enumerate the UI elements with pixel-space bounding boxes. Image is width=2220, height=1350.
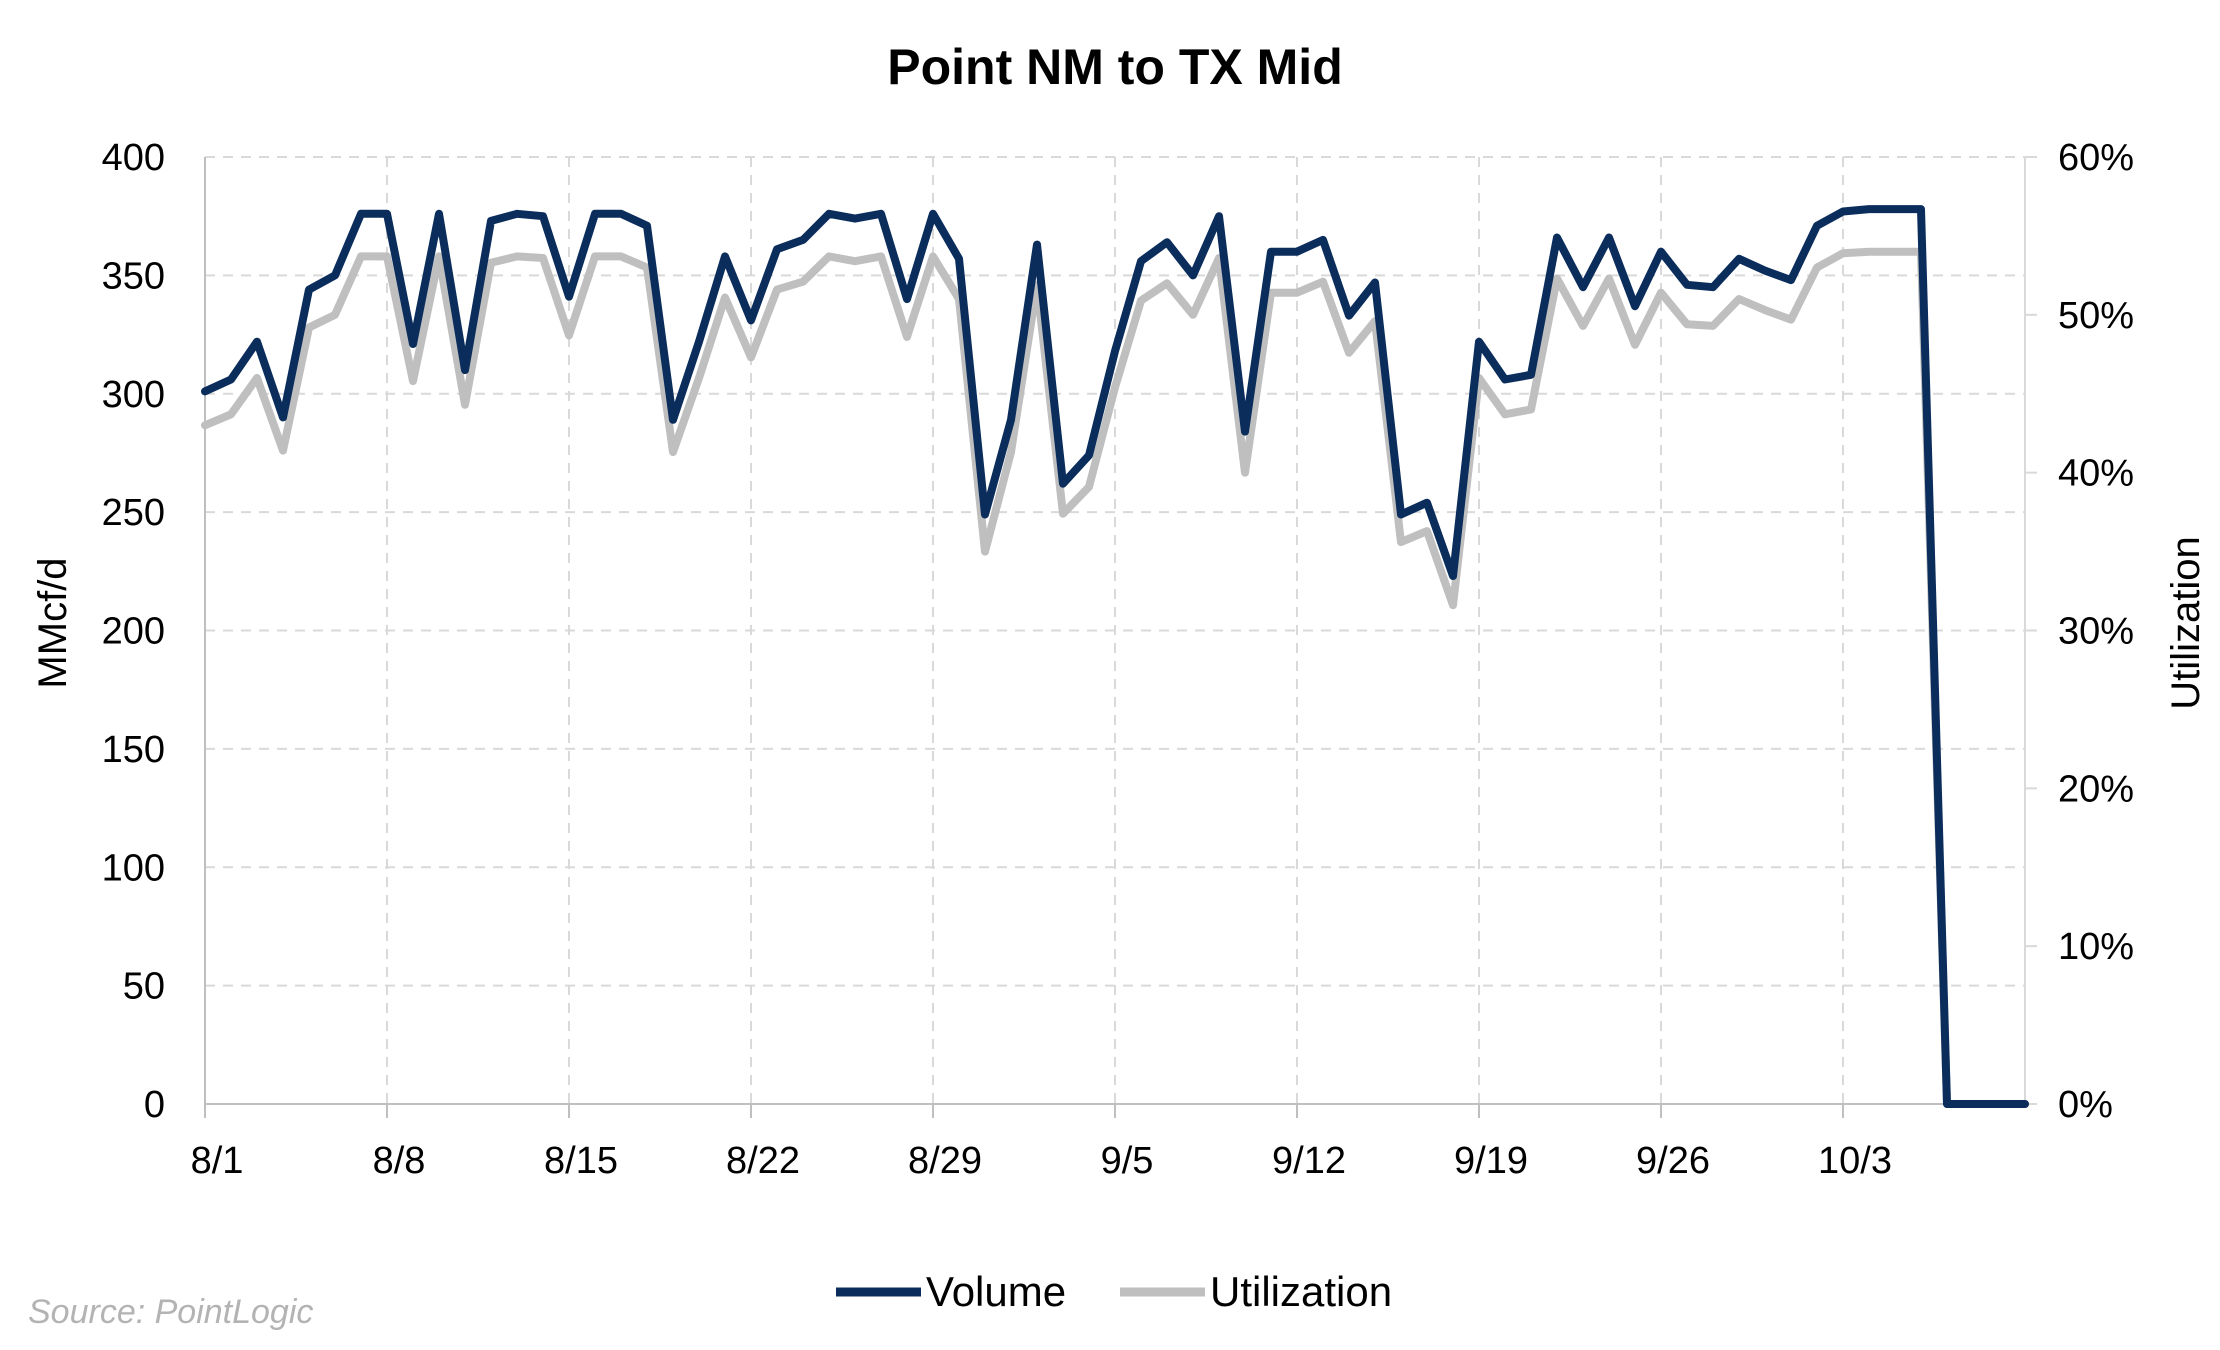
y2-tick-label: 50%: [2058, 295, 2134, 337]
x-tick-label: 9/5: [1101, 1140, 1154, 1182]
y2-tick-label: 60%: [2058, 137, 2134, 179]
y-tick-label: 350: [102, 255, 165, 297]
x-tick-label: 8/1: [191, 1140, 244, 1182]
source-note: Source: PointLogic: [28, 1293, 313, 1331]
y-tick-label: 250: [102, 492, 165, 534]
x-tick-label: 9/19: [1454, 1140, 1528, 1182]
legend: Volume Utilization: [836, 1268, 1392, 1315]
y-tick-label: 300: [102, 374, 165, 416]
y-tick-label: 400: [102, 137, 165, 179]
legend-utilization-label: Utilization: [1210, 1268, 1392, 1315]
y2-tick-label: 30%: [2058, 611, 2134, 653]
right-axis-ticks: 0% 10% 20% 30% 40% 50% 60%: [2025, 137, 2134, 1126]
y-tick-label: 0: [144, 1084, 165, 1126]
y2-tick-label: 20%: [2058, 768, 2134, 810]
x-tick-label: 8/22: [726, 1140, 800, 1182]
y2-axis-title: Utilization: [2164, 536, 2208, 709]
y2-tick-label: 0%: [2058, 1084, 2113, 1126]
x-tick-label: 10/3: [1818, 1140, 1892, 1182]
y-tick-label: 200: [102, 611, 165, 653]
y-tick-label: 150: [102, 729, 165, 771]
y2-tick-label: 40%: [2058, 453, 2134, 495]
y2-tick-label: 10%: [2058, 926, 2134, 968]
y-axis-title: MMcf/d: [31, 557, 75, 688]
series-line-volume: [201, 205, 2029, 1108]
legend-volume-label: Volume: [926, 1268, 1066, 1315]
series-lines: [201, 205, 2029, 1108]
x-tick-label: 8/8: [373, 1140, 426, 1182]
y-tick-label: 100: [102, 847, 165, 889]
x-tick-label: 9/26: [1636, 1140, 1710, 1182]
x-tick-label: 8/29: [908, 1140, 982, 1182]
left-axis-ticks: 0 50 100 150 200 250 300 350 400: [102, 137, 165, 1126]
y-tick-label: 50: [123, 966, 165, 1008]
x-tick-label: 9/12: [1272, 1140, 1346, 1182]
chart-title: Point NM to TX Mid: [887, 39, 1342, 95]
x-tick-label: 8/15: [544, 1140, 618, 1182]
x-axis-ticks: 8/1 8/8 8/15 8/22 8/29 9/5 9/12 9/19 9/26 10/3: [191, 1104, 1892, 1182]
series-line-utilization: [201, 247, 2029, 1108]
